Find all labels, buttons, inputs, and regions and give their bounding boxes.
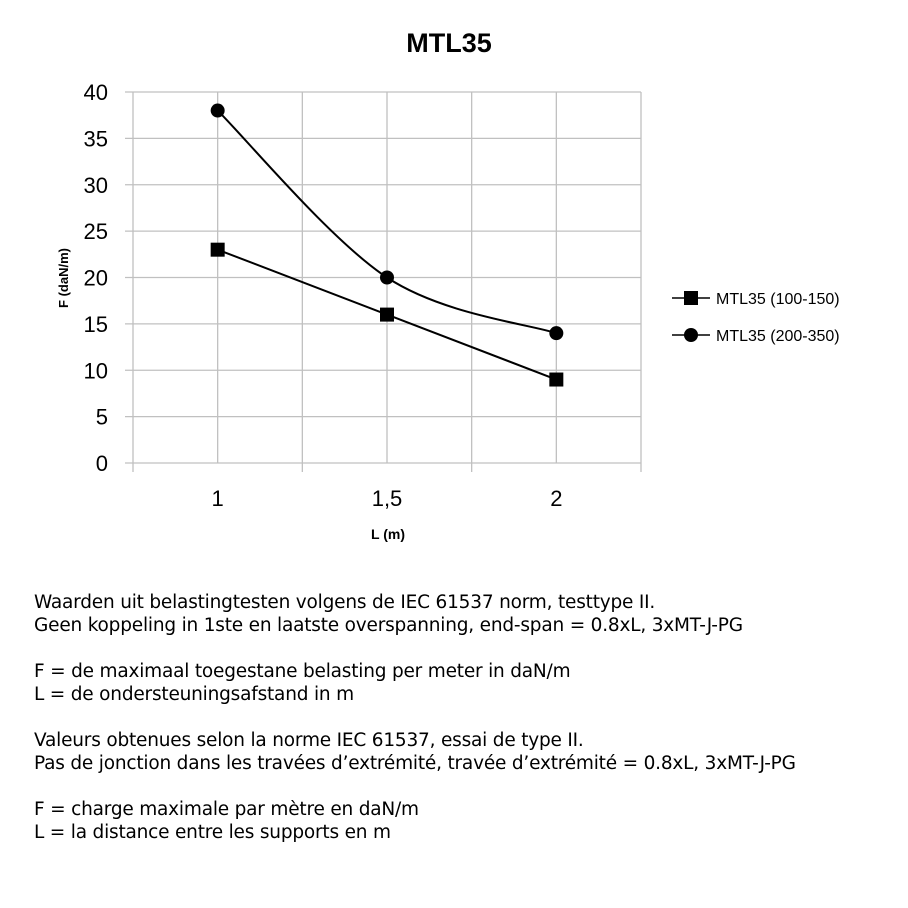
y-tick-label: 35: [84, 126, 108, 151]
circle-marker: [549, 326, 564, 341]
note-line: L = la distance entre les supports en m: [34, 822, 391, 843]
legend-label: MTL35 (200-350): [716, 328, 840, 345]
legend: MTL35 (100-150) MTL35 (200-350): [672, 291, 840, 345]
square-marker: [549, 372, 564, 387]
note-line: F = de maximaal toegestane belasting per…: [34, 661, 571, 682]
notes: Waarden uit belastingtesten volgens de I…: [34, 568, 796, 867]
square-marker: [684, 291, 698, 305]
x-tick-label: 1,5: [372, 486, 403, 511]
y-tick-label: 25: [84, 219, 108, 244]
square-marker: [380, 307, 394, 322]
y-tick-label: 15: [84, 312, 108, 337]
chart-title: MTL35: [406, 28, 492, 58]
x-tick-label: 2: [550, 486, 562, 511]
note-line: F = charge maximale par mètre en daN/m: [34, 799, 419, 820]
square-marker: [210, 242, 225, 257]
y-axis-label: F (daN/m): [56, 248, 71, 308]
y-tick-label: 30: [84, 173, 108, 198]
y-tick-label: 20: [84, 266, 108, 291]
x-axis: 1 1,5 2: [212, 486, 563, 511]
note-line: L = de ondersteuningsafstand in m: [34, 684, 354, 705]
y-tick-label: 40: [84, 80, 108, 105]
y-tick-label: 5: [96, 405, 108, 430]
y-tick-label: 10: [84, 358, 108, 383]
circle-marker: [684, 328, 698, 342]
note-line: Valeurs obtenues selon la norme IEC 6153…: [34, 730, 584, 751]
note-line: Pas de jonction dans les travées d’extré…: [34, 753, 796, 774]
y-tick-label: 0: [96, 451, 108, 476]
series-group: [210, 103, 564, 387]
circle-marker: [380, 270, 394, 285]
circle-marker: [210, 103, 225, 118]
y-axis: 0 5 10 15 20 25 30 35 40: [84, 80, 108, 476]
x-axis-label: L (m): [371, 526, 405, 542]
note-line: Waarden uit belastingtesten volgens de I…: [34, 592, 656, 613]
note-line: Geen koppeling in 1ste en laatste oversp…: [34, 615, 743, 636]
x-tick-label: 1: [212, 486, 224, 511]
legend-label: MTL35 (100-150): [716, 291, 840, 308]
